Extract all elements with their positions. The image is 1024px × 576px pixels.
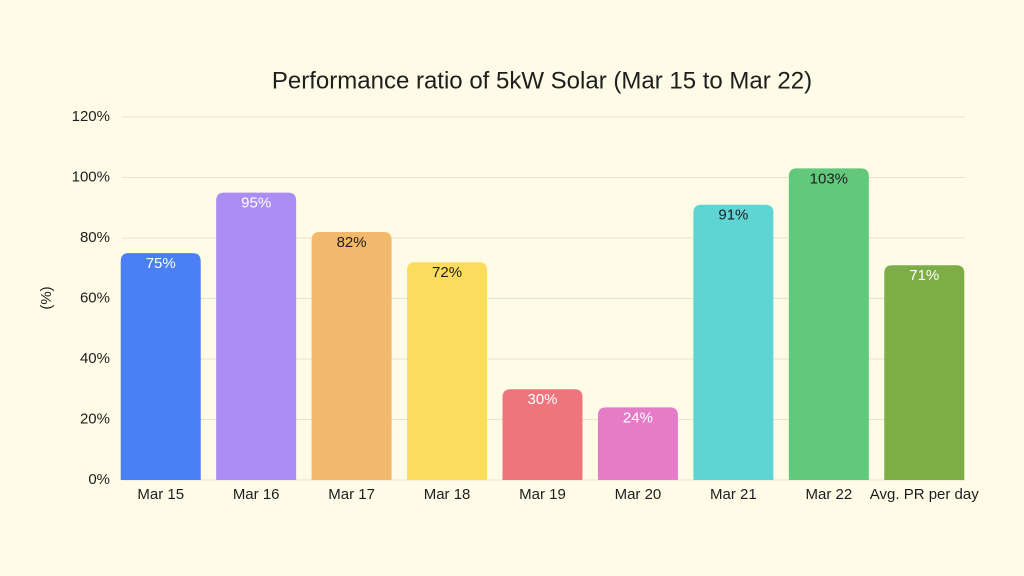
y-tick-label: 40% [80,350,110,367]
y-tick-label: 60% [80,289,110,306]
value-label: 103% [810,170,848,187]
y-tick-label: 80% [80,229,110,246]
value-label: 71% [909,267,939,284]
bar [311,231,392,480]
x-tick-label: Mar 18 [424,486,471,503]
value-label: 91% [718,207,748,224]
y-tick-label: 20% [80,410,110,427]
bar [216,192,297,480]
bar [407,262,488,480]
x-tick-label: Mar 17 [328,486,375,503]
bar [788,168,869,481]
x-tick-label: Mar 19 [519,486,566,503]
x-tick-label: Mar 15 [137,486,184,503]
chart-title: Performance ratio of 5kW Solar (Mar 15 t… [272,67,812,94]
x-tick-label: Mar 20 [615,486,662,503]
y-axis-label: (%) [38,286,55,309]
bar [120,253,201,480]
y-tick-label: 0% [88,471,110,488]
x-tick-label: Avg. PR per day [870,486,979,503]
x-tick-label: Mar 21 [710,486,757,503]
value-label: 30% [527,391,557,408]
x-tick-label: Mar 16 [233,486,280,503]
value-label: 72% [432,264,462,281]
y-tick-label: 120% [72,108,110,125]
x-tick-label: Mar 22 [805,486,852,503]
bar [597,407,678,480]
bar [693,204,774,480]
value-label: 82% [337,234,367,251]
bar [884,265,965,480]
value-label: 95% [241,195,271,212]
bar [502,389,583,480]
y-tick-label: 100% [72,168,110,185]
value-label: 24% [623,409,653,426]
value-label: 75% [146,255,176,272]
